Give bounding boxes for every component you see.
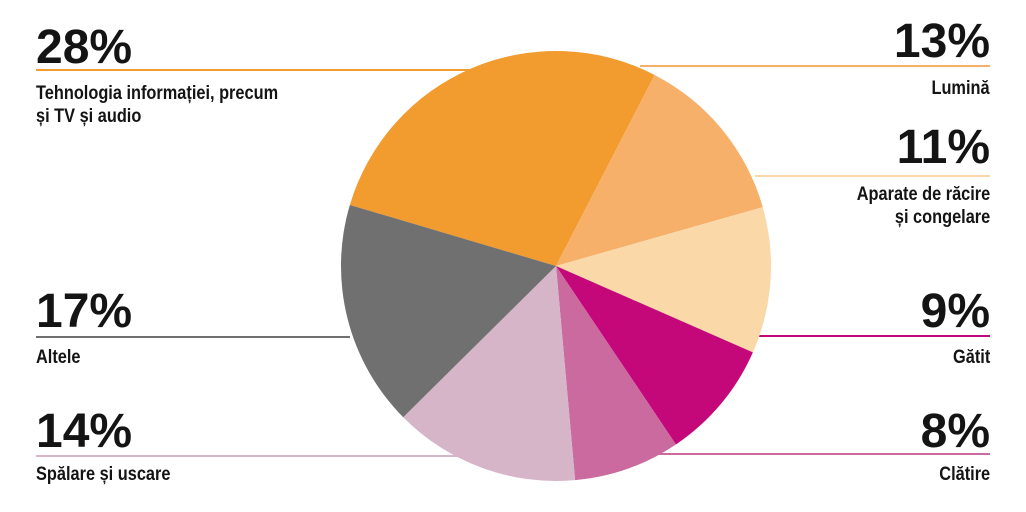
leader-lines	[36, 65, 990, 457]
slice-percentage: 13%	[893, 15, 990, 68]
slice-label: Tehnologia informației, precum și TV și …	[36, 83, 279, 128]
pie-slice	[349, 51, 655, 266]
slice-percentage: 8%	[920, 405, 990, 458]
slice-label: Altele	[36, 347, 81, 368]
pie-slices	[340, 51, 771, 482]
slice-percentage: 17%	[36, 285, 133, 338]
pie-slice	[340, 204, 556, 418]
slice-label: Gătit	[952, 347, 990, 368]
pie-slice	[556, 74, 763, 266]
slice-percentage: 14%	[36, 405, 133, 458]
slice-label: Aparate de răcire și congelare	[856, 184, 990, 229]
pie-slice	[556, 207, 771, 353]
slice-label: Lumină	[931, 78, 990, 99]
slice-percentage: 11%	[896, 121, 990, 174]
pie-slice	[556, 266, 676, 481]
pie-slice	[403, 266, 576, 482]
pie-slice	[556, 266, 753, 445]
slice-label: Spălare și uscare	[36, 464, 171, 485]
slice-percentage: 28%	[36, 21, 133, 74]
slice-label: Clătire	[939, 464, 990, 485]
slice-percentage: 9%	[920, 285, 990, 338]
